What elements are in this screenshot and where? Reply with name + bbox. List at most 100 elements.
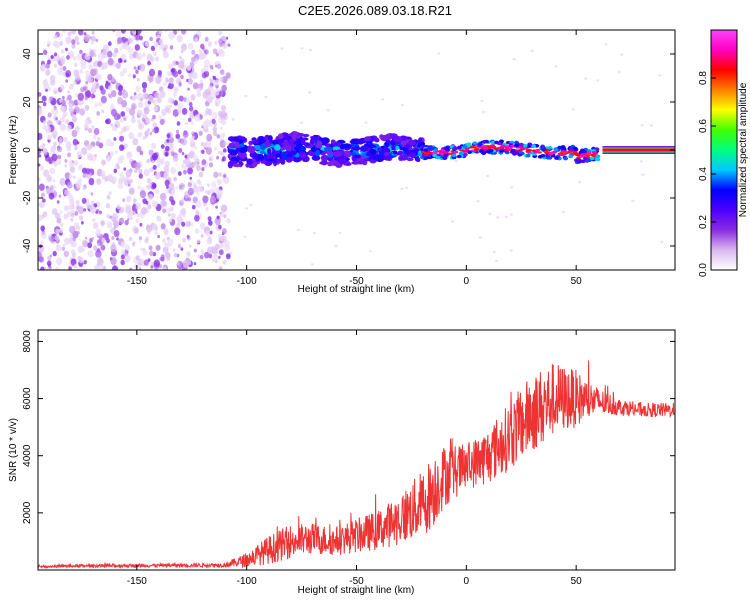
spectrogram-cell	[163, 165, 169, 173]
spectrogram-cell	[153, 259, 161, 268]
spectrogram-cell	[61, 113, 66, 119]
spectrogram-cell	[433, 148, 439, 152]
spectrogram-cell	[510, 148, 516, 153]
spectrogram-cell	[191, 71, 198, 80]
x-tick-label: -100	[237, 576, 257, 587]
spectrogram-cell	[144, 40, 150, 47]
spectrogram-cell	[91, 200, 95, 205]
colorbar-label: Normalized spectral amplitude	[738, 82, 749, 217]
spectrogram-cell	[514, 140, 519, 145]
spectrogram-cell	[400, 103, 404, 107]
spectrogram-cell	[343, 151, 352, 158]
spectrogram-cell	[142, 52, 146, 57]
spectrogram-cell	[55, 266, 59, 270]
spectrogram-cell	[38, 154, 42, 158]
spectrogram-cell	[128, 73, 132, 78]
spectrogram-cell	[308, 48, 312, 52]
spectrogram-cell	[71, 43, 76, 49]
spectrogram-cell	[207, 216, 212, 222]
spectrogram-cell	[108, 191, 112, 195]
spectrogram-cell	[133, 227, 139, 234]
spectrogram-cell	[596, 79, 600, 82]
spectrogram-cell	[85, 168, 91, 175]
spectrogram-cell	[591, 151, 597, 154]
spectrogram-cell	[219, 50, 225, 58]
spectrogram-cell	[139, 258, 145, 265]
spectrogram-cell	[490, 144, 495, 147]
chart-title: C2E5.2026.089.03.18.R21	[298, 3, 452, 18]
spectrogram-cell	[205, 230, 211, 237]
spectrogram-cell	[217, 178, 222, 185]
colorbar-gradient	[711, 30, 737, 270]
spectrogram-cell	[386, 133, 391, 141]
spectrogram-cell	[53, 87, 59, 95]
spectrogram-cell	[85, 202, 91, 209]
spectrogram-cell	[105, 80, 109, 84]
spectrogram-cell	[244, 207, 248, 210]
spectrogram-cell	[223, 157, 227, 161]
spectrogram-cell	[206, 237, 213, 245]
spectrogram-cell	[51, 130, 58, 138]
spectrogram-cell	[572, 146, 578, 151]
spectrogram-cell	[363, 136, 372, 142]
spectrogram-cell	[158, 115, 162, 120]
spectrogram-cell	[174, 227, 181, 236]
spectrogram-cell	[167, 63, 173, 70]
spectrogram-cell	[71, 160, 75, 164]
spectrogram-cell	[232, 163, 242, 168]
spectrogram-cell	[207, 41, 213, 47]
spectrogram-cell	[159, 90, 166, 99]
spectrogram-cell	[83, 32, 87, 36]
spectrogram-cell	[75, 180, 82, 189]
spectrogram-cell	[78, 166, 82, 171]
spectrogram-cell	[209, 188, 214, 195]
spectrogram-cell	[276, 152, 281, 158]
spectrogram-cell	[94, 102, 99, 108]
spectrogram-cell	[180, 208, 187, 215]
spectrogram-cell	[364, 121, 368, 125]
spectrogram-cell	[148, 167, 152, 173]
spectrogram-cell	[196, 192, 200, 196]
spectrogram-cell	[485, 149, 491, 154]
spectrogram-cell	[88, 64, 93, 70]
spectrogram-cell	[185, 121, 188, 126]
spectrogram-cell	[59, 210, 63, 215]
spectrogram-cell	[142, 198, 147, 205]
spectrogram-cell	[221, 228, 227, 235]
spectrogram-cell	[442, 156, 448, 160]
spectrogram-cell	[128, 132, 135, 140]
spectrogram-cell	[176, 121, 181, 126]
spectrogram-cell	[49, 185, 54, 191]
spectrogram-cell	[157, 174, 161, 179]
spectrogram-cell	[112, 30, 116, 33]
spectrogram-cell	[74, 35, 79, 42]
spectrogram-cell	[158, 30, 163, 35]
spectrogram-cell	[169, 45, 174, 50]
spectrogram-cell	[115, 150, 118, 154]
spectrogram-cell	[47, 112, 52, 118]
spectrogram-cell	[399, 154, 408, 161]
spectrogram-cell	[499, 149, 504, 153]
spectrogram-cell	[310, 137, 315, 144]
spectrogram-cell	[209, 64, 214, 70]
spectrogram-cell	[559, 151, 565, 154]
spectrogram-cell	[141, 117, 146, 122]
spectrogram-cell	[51, 107, 59, 116]
spectrogram-cell	[208, 162, 214, 168]
spectrogram-cell	[195, 200, 202, 208]
spectrogram-cell	[223, 214, 227, 219]
spectrogram-cell	[66, 55, 70, 60]
spectrogram-cell	[482, 110, 486, 114]
spectrogram-cell	[152, 122, 157, 128]
spectrogram-cell	[493, 147, 499, 150]
spectrogram-cell	[595, 154, 601, 159]
spectrogram-cell	[193, 248, 197, 253]
spectrogram-cell	[418, 137, 423, 143]
spectrogram-cell	[111, 265, 119, 270]
spectrogram-cell	[432, 151, 438, 154]
spectrogram-cell	[65, 141, 72, 149]
spectrogram-cell	[229, 251, 233, 255]
spectrogram-cell	[40, 192, 46, 198]
spectrogram-cell	[204, 144, 208, 149]
spectrogram-cell	[44, 79, 48, 82]
